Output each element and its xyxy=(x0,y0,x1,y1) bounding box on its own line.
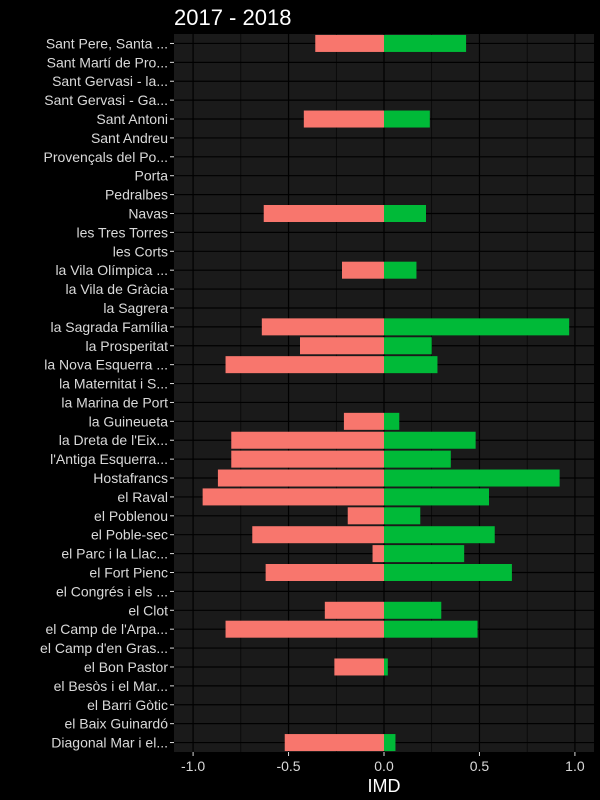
bar-negative xyxy=(347,507,384,525)
bar-positive xyxy=(384,337,432,355)
x-tick-label: -1.0 xyxy=(181,758,205,774)
y-tick-label: la Marina de Port xyxy=(61,394,168,410)
y-tick-label: Sant Martí de Pro... xyxy=(47,54,168,70)
y-tick-label: el Besòs i el Mar... xyxy=(54,678,168,694)
y-tick-label: l'Antiga Esquerra... xyxy=(50,451,168,467)
y-tick-label: la Guineueta xyxy=(89,413,169,429)
bar-negative xyxy=(284,734,384,752)
y-tick-label: Pedralbes xyxy=(105,187,168,203)
y-tick-label: el Poble-sec xyxy=(91,527,168,543)
y-tick-label: la Sagrera xyxy=(103,300,168,316)
y-tick-label: el Raval xyxy=(117,489,168,505)
y-tick-label: el Bon Pastor xyxy=(84,659,168,675)
y-tick-label: Sant Gervasi - la... xyxy=(52,73,168,89)
bar-positive xyxy=(384,658,388,676)
y-tick-label: Sant Pere, Santa ... xyxy=(46,35,168,51)
y-tick-label: Sant Antoni xyxy=(96,111,168,127)
bar-negative xyxy=(261,318,384,336)
y-tick-label: el Clot xyxy=(128,602,168,618)
y-tick-label: el Barri Gòtic xyxy=(87,697,168,713)
y-tick-label: el Baix Guinardó xyxy=(64,716,168,732)
bar-positive xyxy=(384,526,495,544)
x-tick-label: 0.0 xyxy=(374,758,394,774)
bar-positive xyxy=(384,545,465,563)
x-tick-label: -0.5 xyxy=(276,758,300,774)
y-tick-label: el Camp de l'Arpa... xyxy=(45,621,168,637)
bar-negative xyxy=(265,563,384,582)
y-tick-label: les Corts xyxy=(113,243,168,259)
chart-title: 2017 - 2018 xyxy=(174,5,291,30)
y-axis-ticks: Sant Pere, Santa ... Sant Martí de Pro...… xyxy=(40,35,174,751)
bar-positive xyxy=(384,563,512,582)
bar-negative xyxy=(202,488,384,506)
bar-positive xyxy=(384,450,451,468)
bars xyxy=(202,34,570,752)
bar-negative xyxy=(315,34,384,52)
y-tick-label: Provençals del Po... xyxy=(43,149,168,165)
y-tick-label: el Congrés i els ... xyxy=(56,583,168,599)
y-tick-label: la Sagrada Família xyxy=(50,319,168,335)
bar-positive xyxy=(384,601,442,619)
y-tick-label: Hostafrancs xyxy=(93,470,168,486)
bar-negative xyxy=(324,601,384,619)
bar-positive xyxy=(384,431,476,449)
bar-positive xyxy=(384,34,467,52)
bar-negative xyxy=(252,526,384,544)
bar-positive xyxy=(384,469,560,487)
bar-negative xyxy=(225,620,384,638)
bar-negative xyxy=(334,658,384,676)
bar-negative xyxy=(342,261,384,279)
bar-positive xyxy=(384,318,570,336)
y-tick-label: Sant Gervasi - Ga... xyxy=(44,92,168,108)
y-tick-label: el Parc i la Llac... xyxy=(61,546,168,562)
y-tick-label: la Maternitat i S... xyxy=(59,376,168,392)
bar-positive xyxy=(384,204,426,223)
bar-positive xyxy=(384,507,421,525)
y-tick-label: Navas xyxy=(128,206,168,222)
y-tick-label: la Nova Esquerra ... xyxy=(44,357,168,373)
x-tick-label: 1.0 xyxy=(565,758,585,774)
y-tick-label: la Vila de Gràcia xyxy=(66,281,169,297)
bar-positive xyxy=(384,261,417,279)
bar-positive xyxy=(384,734,396,752)
x-axis-label: IMD xyxy=(368,776,401,796)
bar-negative xyxy=(263,204,384,223)
bar-negative xyxy=(343,412,384,430)
bar-positive xyxy=(384,620,478,638)
bar-negative xyxy=(231,431,384,449)
y-tick-label: el Poblenou xyxy=(94,508,168,524)
y-tick-label: Porta xyxy=(135,168,169,184)
bar-negative xyxy=(300,337,384,355)
bar-positive xyxy=(384,356,438,374)
x-axis-ticks: -1.0 -0.5 0.0 0.5 1.0 xyxy=(181,752,585,774)
bar-positive xyxy=(384,110,430,128)
bar-positive xyxy=(384,412,400,430)
y-tick-label: la Dreta de l'Eix... xyxy=(59,432,168,448)
bar-positive xyxy=(384,488,489,506)
bar-negative xyxy=(225,356,384,374)
y-tick-label: la Prosperitat xyxy=(86,338,169,354)
y-tick-label: el Fort Pienc xyxy=(89,565,168,581)
bar-negative xyxy=(372,545,384,563)
bar-negative xyxy=(231,450,384,468)
y-tick-label: Sant Andreu xyxy=(91,130,168,146)
y-tick-label: la Vila Olímpica ... xyxy=(55,262,168,278)
y-tick-label: el Camp d'en Gras... xyxy=(40,640,168,656)
x-tick-label: 0.5 xyxy=(470,758,490,774)
bar-negative xyxy=(303,110,384,128)
y-tick-label: Diagonal Mar i el... xyxy=(51,735,168,751)
y-tick-label: les Tres Torres xyxy=(76,224,168,240)
bar-negative xyxy=(217,469,384,487)
